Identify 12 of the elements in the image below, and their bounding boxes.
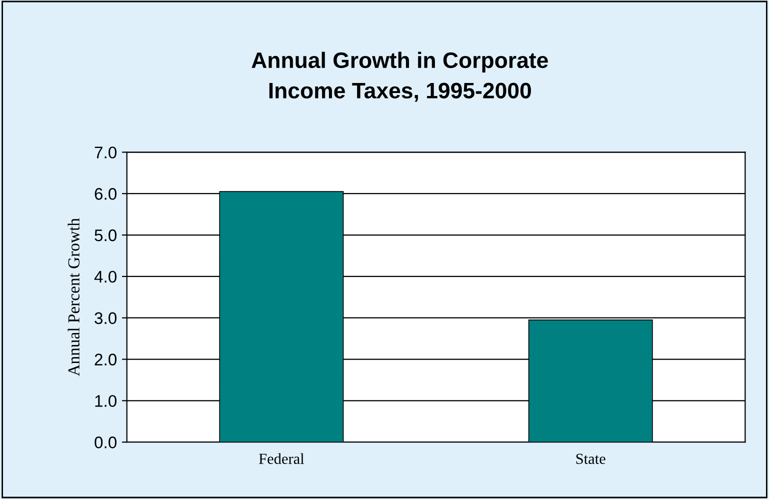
- y-tick-label: 7.0: [94, 146, 117, 158]
- x-tick-label: Federal: [258, 453, 304, 464]
- chart-title: Annual Growth in Corporate Income Taxes, 1995-2000: [252, 52, 548, 102]
- y-tick-label: 5.0: [94, 229, 117, 242]
- y-tick-label: 4.0: [94, 270, 117, 283]
- y-tick-label: 6.0: [94, 188, 117, 200]
- y-axis-title: Annual Percent Growth: [68, 218, 80, 376]
- y-tick-label: 0.0: [94, 436, 117, 448]
- x-tick-label: State: [576, 454, 606, 464]
- y-tick-label: 1.0: [95, 395, 117, 407]
- y-tick-label: 3.0: [94, 312, 117, 324]
- y-tick-label: 2.0: [94, 354, 117, 366]
